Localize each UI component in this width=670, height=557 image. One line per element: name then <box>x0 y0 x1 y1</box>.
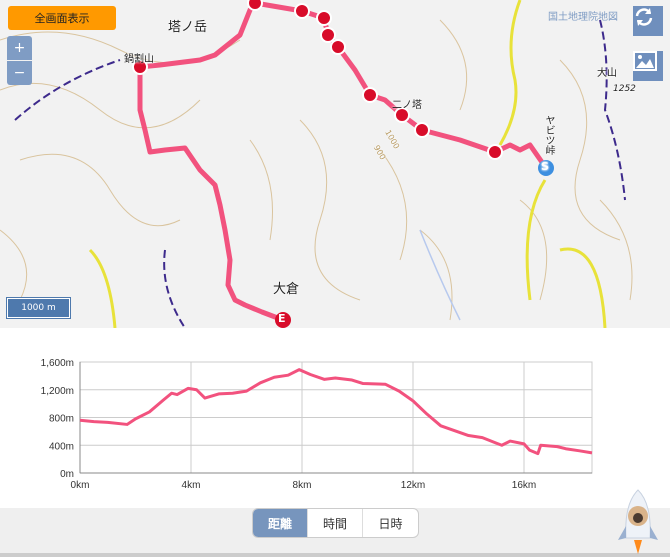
scale-bar: 1000 m <box>6 297 71 319</box>
zoom-out-button[interactable]: − <box>7 61 32 85</box>
end-marker <box>275 312 291 328</box>
refresh-button[interactable] <box>633 6 663 36</box>
place-label: 大倉 <box>273 282 300 297</box>
waypoints <box>132 0 503 160</box>
place-label: 塔ノ岳 <box>168 20 208 35</box>
map-tiles <box>0 0 633 328</box>
route-map[interactable]: S E 塔ノ岳 鍋割山 二ノ塔 大山 1252 ヤビツ峠 大倉 1000 900… <box>0 0 670 328</box>
fullscreen-button[interactable]: 全画面表示 <box>8 6 116 30</box>
footer: 距離 時間 日時 <box>0 489 670 557</box>
elevation-line <box>79 368 593 456</box>
elevation-label: 1252 <box>613 84 636 94</box>
y-tick-label: 400m <box>49 441 74 452</box>
map-attribution[interactable]: 国土地理院地図 <box>548 12 618 23</box>
place-label: ヤビツ峠 <box>543 115 554 155</box>
map-layer-button[interactable] <box>633 51 663 81</box>
elevation-chart: 0m 400m 800m 1,200m 1,600m 0km 4km 8km 12km 16km <box>41 358 593 491</box>
y-tick-label: 0m <box>60 469 74 480</box>
x-tick-label: 4km <box>182 480 201 491</box>
y-tick-label: 1,600m <box>41 358 74 369</box>
y-tick-label: 1,200m <box>41 386 74 397</box>
x-tick-label: 8km <box>293 480 312 491</box>
end-marker-label: E <box>278 312 286 325</box>
x-tick-label: 12km <box>401 480 425 491</box>
tab-time[interactable]: 時間 <box>308 509 363 537</box>
rocket-mascot-icon[interactable] <box>616 488 660 556</box>
tab-datetime[interactable]: 日時 <box>378 516 403 531</box>
place-label: 鍋割山 <box>124 54 154 65</box>
x-tick-label: 16km <box>512 480 536 491</box>
y-tick-label: 800m <box>49 414 74 425</box>
start-marker-label: S <box>541 160 549 173</box>
x-axis-mode-tabs: 距離 時間 日時 <box>252 508 419 538</box>
tab-distance[interactable]: 距離 <box>253 509 308 537</box>
start-marker <box>538 160 554 176</box>
place-label: 二ノ塔 <box>392 100 422 111</box>
x-tick-label: 0km <box>71 480 90 491</box>
image-icon <box>633 51 657 71</box>
refresh-icon <box>635 8 653 26</box>
zoom-in-button[interactable]: + <box>7 36 32 60</box>
place-label: 大山 <box>597 68 617 79</box>
